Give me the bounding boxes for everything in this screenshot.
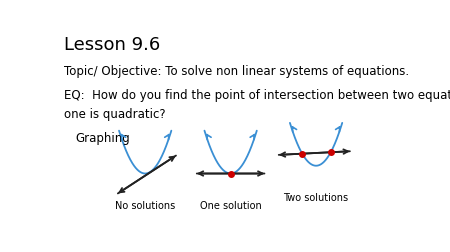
Text: EQ:  How do you find the point of intersection between two equations when
one is: EQ: How do you find the point of interse… [64, 88, 450, 120]
Text: Two solutions: Two solutions [284, 192, 349, 202]
Text: One solution: One solution [200, 200, 261, 210]
Text: Lesson 9.6: Lesson 9.6 [64, 36, 160, 54]
Text: No solutions: No solutions [115, 200, 176, 210]
Text: Graphing: Graphing [76, 131, 130, 144]
Text: Topic/ Objective: To solve non linear systems of equations.: Topic/ Objective: To solve non linear sy… [64, 65, 409, 78]
